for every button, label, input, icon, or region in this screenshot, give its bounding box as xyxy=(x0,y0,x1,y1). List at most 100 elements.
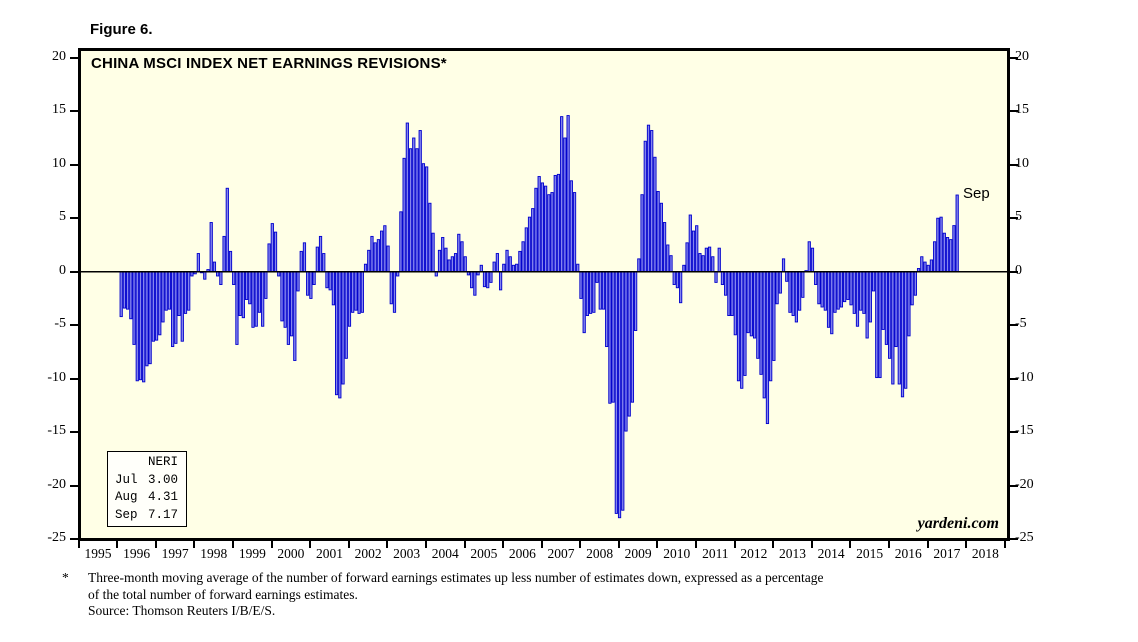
x-tick xyxy=(733,541,736,548)
bar xyxy=(502,263,506,273)
y-tick-left xyxy=(70,324,78,327)
bar xyxy=(730,271,734,316)
bar xyxy=(196,253,200,273)
x-year-label: 2011 xyxy=(702,546,729,561)
y-tick-label-left: -20 xyxy=(47,476,66,492)
bar xyxy=(582,271,586,334)
bar xyxy=(225,187,229,273)
bar xyxy=(286,271,290,345)
bar xyxy=(328,271,332,291)
bar xyxy=(235,271,239,345)
bar xyxy=(871,271,876,292)
bar xyxy=(637,258,641,273)
bar xyxy=(479,264,483,273)
bar xyxy=(544,185,548,273)
bar xyxy=(801,271,805,298)
bar xyxy=(833,271,837,313)
bar xyxy=(576,263,580,273)
y-tick-label-right: 0 xyxy=(1015,262,1022,278)
chart-title: CHINA MSCI INDEX NET EARNINGS REVISIONS* xyxy=(91,55,447,72)
bar xyxy=(126,271,130,310)
bar xyxy=(855,271,860,327)
x-tick xyxy=(424,541,427,548)
bar xyxy=(164,271,168,311)
bar xyxy=(486,271,490,289)
bar xyxy=(733,271,737,336)
legend-row: Aug 4.31 xyxy=(108,489,186,507)
bar xyxy=(769,271,773,382)
bar xyxy=(634,271,638,331)
bar xyxy=(447,259,451,273)
footnote-text: Three-month moving average of the number… xyxy=(88,570,824,620)
bar xyxy=(203,271,207,280)
bar xyxy=(312,271,316,285)
bar xyxy=(904,271,908,389)
bar xyxy=(238,271,242,316)
bar xyxy=(463,256,467,273)
bar xyxy=(724,271,728,296)
bar xyxy=(386,245,390,273)
x-year-label: 2002 xyxy=(354,546,382,561)
y-tick-left xyxy=(70,431,78,434)
bar xyxy=(691,230,696,273)
x-year-label: 2004 xyxy=(431,546,459,561)
bar xyxy=(592,271,596,313)
bar xyxy=(617,271,622,519)
bar xyxy=(270,223,274,273)
bar xyxy=(302,242,307,273)
y-tick-right xyxy=(1010,538,1018,541)
bar xyxy=(772,271,776,361)
figure-label: Figure 6. xyxy=(90,21,153,38)
y-tick-label-left: -25 xyxy=(47,530,66,546)
bar xyxy=(569,180,573,273)
bar xyxy=(929,259,934,273)
bar xyxy=(489,271,493,283)
bar xyxy=(142,271,146,383)
bar xyxy=(752,271,757,339)
bars-plot xyxy=(81,115,1007,519)
y-tick-right xyxy=(1010,270,1018,273)
bar xyxy=(338,271,342,399)
bar xyxy=(318,235,323,273)
y-tick-right xyxy=(1010,217,1018,220)
bar xyxy=(646,124,651,273)
bar xyxy=(508,256,512,273)
bar xyxy=(775,271,779,305)
x-tick xyxy=(810,541,813,548)
bar xyxy=(662,222,667,273)
bar xyxy=(614,271,618,514)
bar xyxy=(219,271,223,285)
bar xyxy=(289,271,294,337)
bar xyxy=(360,271,364,313)
bar xyxy=(363,263,368,273)
y-tick-label-right: -20 xyxy=(1015,476,1034,492)
legend-row: Jul 3.00 xyxy=(108,472,186,490)
legend-header: NERI xyxy=(147,455,178,469)
bar xyxy=(875,271,879,379)
bar xyxy=(431,232,435,273)
bar xyxy=(264,271,268,299)
y-tick-label-right: -25 xyxy=(1015,530,1034,546)
bar xyxy=(878,271,882,379)
x-year-label: 1998 xyxy=(200,546,228,561)
bar xyxy=(888,271,892,359)
legend-row-month: Aug xyxy=(115,490,138,504)
bar xyxy=(129,271,133,320)
bar xyxy=(624,271,628,432)
bar xyxy=(585,271,590,316)
y-tick-left xyxy=(70,538,78,541)
bar xyxy=(865,271,869,339)
bar xyxy=(383,225,387,273)
x-tick xyxy=(849,541,852,548)
bar xyxy=(630,271,635,403)
bar xyxy=(167,271,172,310)
x-tick xyxy=(232,541,235,548)
bar xyxy=(695,225,699,273)
x-tick xyxy=(116,541,119,548)
bar xyxy=(228,250,233,273)
bar xyxy=(212,261,217,273)
bar xyxy=(936,217,940,273)
bar xyxy=(511,264,516,273)
y-tick-right xyxy=(1010,163,1018,166)
bar xyxy=(380,230,384,273)
